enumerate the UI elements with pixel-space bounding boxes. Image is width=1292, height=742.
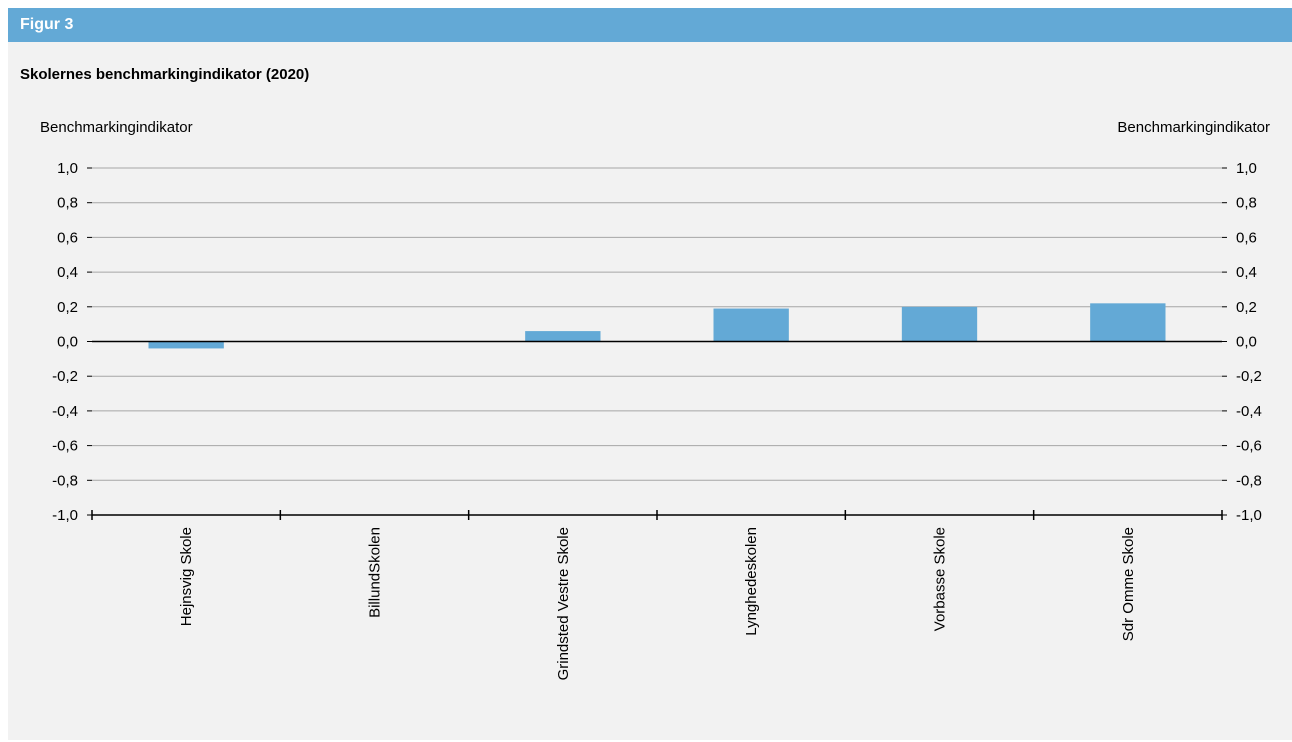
y-tick-label-left: 0,4 <box>57 264 78 281</box>
x-tick-label: Sdr Omme Skole <box>1120 527 1137 641</box>
y-tick-label-right: 1,0 <box>1236 160 1257 177</box>
y-axis-title-left: Benchmarkingindikator <box>40 119 193 136</box>
y-tick-label-right: -0,2 <box>1236 368 1262 385</box>
y-tick-label-left: -0,2 <box>52 368 78 385</box>
y-tick-label-right: -0,6 <box>1236 438 1262 455</box>
figure-number: Figur 3 <box>20 16 74 33</box>
x-tick-label: BillundSkolen <box>367 527 384 618</box>
x-tick-label: Hejnsvig Skole <box>178 527 195 626</box>
labels: Benchmarkingindikator Benchmarkingindikat… <box>40 119 1270 680</box>
bar <box>148 341 224 349</box>
figure-header-bar: Figur 3 <box>8 8 1292 42</box>
y-tick-label-right: 0,8 <box>1236 195 1257 212</box>
y-tick-label-right: -0,8 <box>1236 472 1262 489</box>
y-axis-title-right: Benchmarkingindikator <box>1117 119 1270 136</box>
y-tick-label-left: -0,8 <box>52 472 78 489</box>
bar <box>525 331 601 342</box>
y-tick-label-left: 1,0 <box>57 160 78 177</box>
y-tick-label-right: 0,2 <box>1236 299 1257 316</box>
y-tick-label-right: -0,4 <box>1236 403 1262 420</box>
y-tick-label-left: 0,6 <box>57 229 78 246</box>
x-tick-label: Lynghedeskolen <box>743 527 760 636</box>
figure-frame: Figur 3 Skolernes benchmarkingindikator … <box>8 8 1292 740</box>
bars <box>148 303 1166 349</box>
y-tick-label-right: 0,4 <box>1236 264 1257 281</box>
y-tick-label-right: 0,6 <box>1236 229 1257 246</box>
y-tick-label-left: -1,0 <box>52 507 78 524</box>
bar <box>901 306 978 342</box>
y-tick-label-left: 0,2 <box>57 299 78 316</box>
bar <box>1090 303 1166 342</box>
x-axis <box>87 167 1227 520</box>
y-tick-label-left: 0,8 <box>57 195 78 212</box>
y-tick-label-left: -0,4 <box>52 403 78 420</box>
bar <box>713 308 789 342</box>
y-tick-label-right: -1,0 <box>1236 507 1262 524</box>
y-tick-label-left: 0,0 <box>57 334 78 351</box>
y-tick-label-right: 0,0 <box>1236 334 1257 351</box>
x-tick-label: Grindsted Vestre Skole <box>555 527 572 680</box>
gridlines <box>92 167 1222 481</box>
y-tick-label-left: -0,6 <box>52 438 78 455</box>
chart-title: Skolernes benchmarkingindikator (2020) <box>20 66 310 83</box>
x-tick-label: Vorbasse Skole <box>932 527 949 631</box>
